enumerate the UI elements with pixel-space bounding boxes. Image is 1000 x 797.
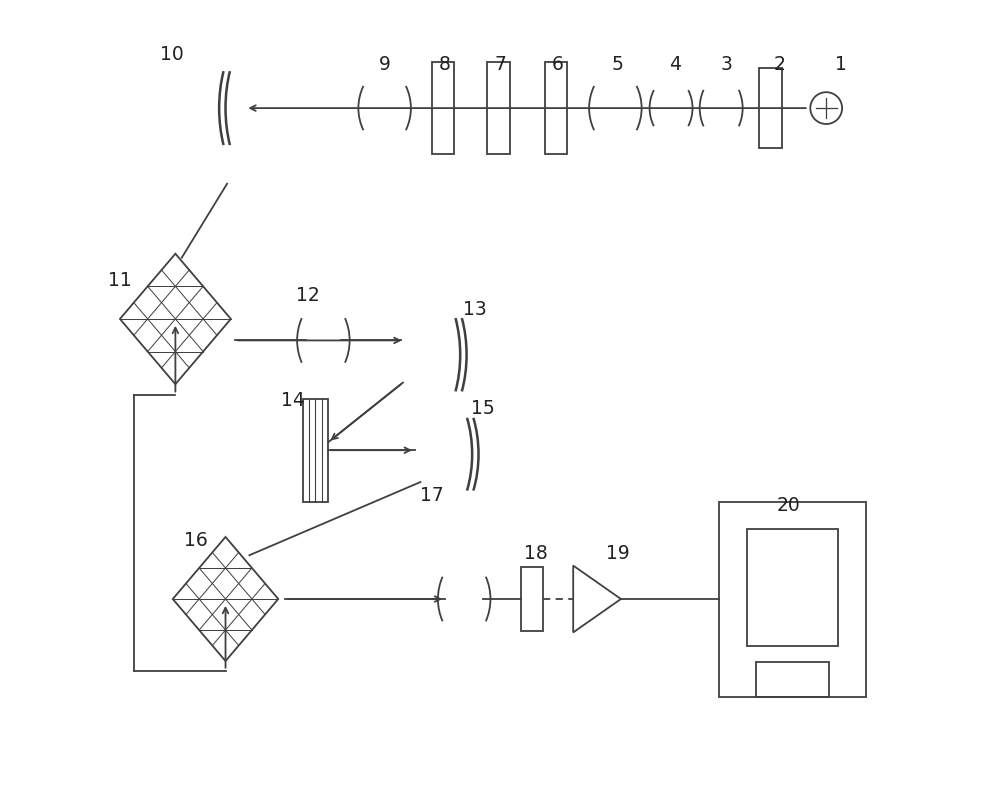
Text: 10: 10 xyxy=(160,45,184,65)
Text: 16: 16 xyxy=(184,531,208,550)
Text: 20: 20 xyxy=(776,497,800,516)
Text: 7: 7 xyxy=(494,55,506,74)
Text: 5: 5 xyxy=(612,55,624,74)
Bar xyxy=(521,567,543,630)
Bar xyxy=(719,502,866,697)
Text: 12: 12 xyxy=(296,285,319,304)
Bar xyxy=(432,62,454,155)
Bar xyxy=(747,529,838,646)
Text: 13: 13 xyxy=(463,300,486,319)
Text: 1: 1 xyxy=(835,55,846,74)
Text: 14: 14 xyxy=(281,391,305,410)
Text: 9: 9 xyxy=(379,55,391,74)
Bar xyxy=(545,62,567,155)
Text: 4: 4 xyxy=(669,55,681,74)
Text: 17: 17 xyxy=(420,486,444,505)
Bar xyxy=(759,69,782,148)
Bar xyxy=(756,662,829,697)
Text: 19: 19 xyxy=(606,544,630,563)
Text: 8: 8 xyxy=(438,55,450,74)
Text: 6: 6 xyxy=(551,55,563,74)
Text: 2: 2 xyxy=(774,55,786,74)
Text: 11: 11 xyxy=(108,271,132,290)
Bar xyxy=(303,398,328,502)
Text: 3: 3 xyxy=(721,55,733,74)
Text: 15: 15 xyxy=(471,398,494,418)
Bar xyxy=(487,62,510,155)
Text: 18: 18 xyxy=(524,544,548,563)
